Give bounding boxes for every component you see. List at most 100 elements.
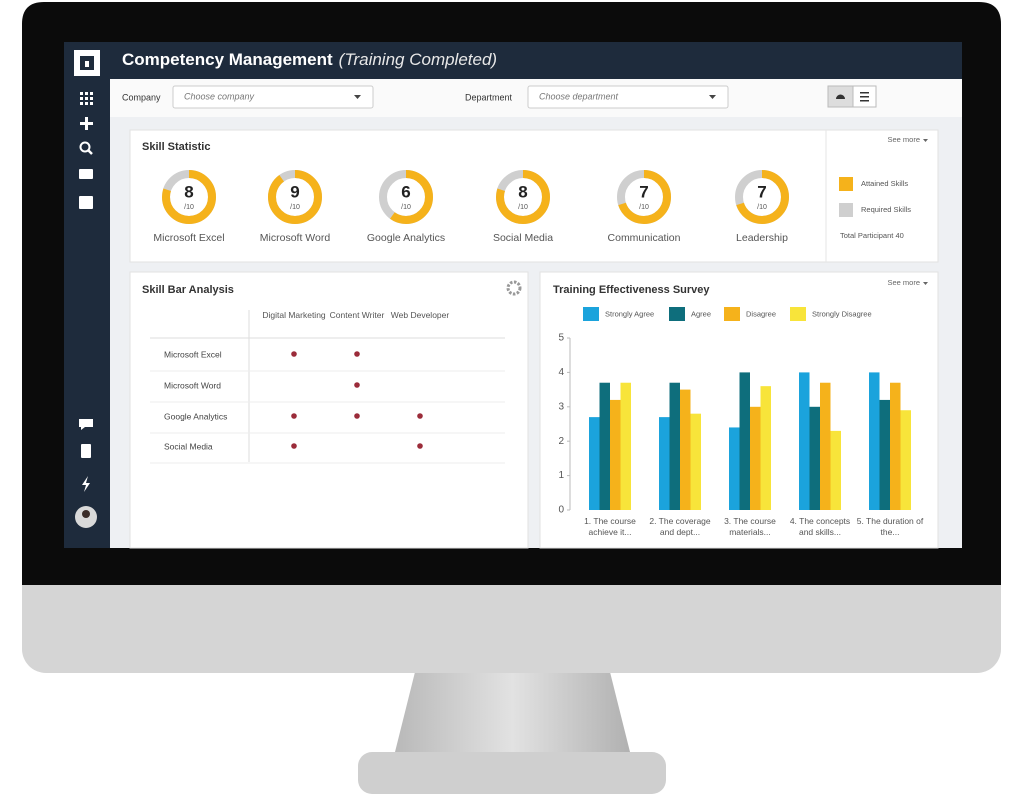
donut-arc [268,170,322,224]
column-header: Content Writer [329,310,385,320]
skill-statistic-card [129,129,939,263]
bar [680,389,691,510]
row-label: Microsoft Word [164,380,221,390]
skill-max: /10 [757,204,767,211]
legend-swatch [724,307,740,321]
legend-label: Agree [691,309,711,318]
bar [589,417,600,510]
card-title: Skill Statistic [142,141,210,153]
legend-label: Strongly Agree [605,309,654,318]
donut-arc [496,170,550,224]
bar [879,399,890,510]
x-tick-label: 5. The duration of the... [856,516,924,537]
bar [599,382,610,510]
logo-dot [85,61,89,67]
skill-score: 8 [184,182,193,201]
skill-name: Social Media [493,232,553,244]
skill-max: /10 [518,204,528,211]
skill-max: /10 [184,204,194,211]
x-tick-label-box: 3. The course materials... [724,516,776,537]
bar [610,399,621,510]
total-participant: Total Participant 40 [840,231,904,240]
company-select[interactable] [172,85,374,109]
bar [739,372,750,510]
x-tick-label-box: 4. The concepts and skills... [789,516,851,537]
donut-arc [617,170,671,224]
mail-icon[interactable] [79,169,93,179]
bar [729,427,740,510]
y-tick-label: 0 [558,505,564,516]
skill-score: 8 [518,182,527,201]
x-tick-label-box: 2. The coverage and dept... [649,516,710,537]
skill-dot [354,413,360,419]
bar [799,372,810,510]
header-title: Competency Management [122,50,333,69]
legend-swatch [790,307,806,321]
legend-swatch [583,307,599,321]
skill-max: /10 [639,204,649,211]
see-more[interactable]: See more [887,135,920,144]
x-tick-label: 3. The course materials... [724,516,776,537]
bar [900,410,911,510]
chat-icon[interactable] [79,419,93,430]
bar [890,382,901,510]
bar [750,406,761,510]
bar [820,382,831,510]
list-icon [860,92,869,102]
calendar-icon[interactable] [79,196,93,209]
skill-dot [291,443,297,449]
skill-max: /10 [401,204,411,211]
see-more[interactable]: See more [887,278,920,287]
bar [659,417,670,510]
card-title: Skill Bar Analysis [142,284,234,296]
skill-dot [354,382,360,388]
column-header: Web Developer [390,310,450,320]
settings-icon[interactable] [506,280,522,296]
skill-dot [417,413,423,419]
donut-arc [379,170,433,224]
see-more-arrow [923,282,928,285]
see-more-arrow [923,139,928,142]
column-header-box: Content Writer [329,310,385,320]
skill-name: Communication [608,232,681,244]
skill-dot [417,443,423,449]
row-label: Microsoft Excel [164,349,222,359]
skill-name: Google Analytics [367,232,445,244]
y-tick-label: 2 [558,436,564,447]
flash-icon[interactable] [82,476,90,492]
bar [690,413,701,510]
y-tick-label: 3 [558,401,564,412]
avatar-head [82,510,90,518]
x-tick-label-box: 1. The course achieve it... [584,516,636,537]
department-placeholder: Choose department [539,91,619,101]
card-title: Training Effectiveness Survey [553,284,710,296]
legend-label: Attained Skills [861,179,908,188]
document-icon[interactable] [81,444,91,458]
skill-name: Microsoft Word [260,232,331,244]
skill-name: Microsoft Excel [153,232,224,244]
department-select[interactable] [527,85,729,109]
y-tick-label: 5 [558,333,564,344]
column-header: Digital Marketing [262,310,326,320]
dropdown-arrow [354,95,361,99]
apps-icon[interactable] [80,92,93,105]
x-tick-label: 4. The concepts and skills... [789,516,851,537]
header-subtitle: (Training Completed) [339,50,497,69]
donut-arc [162,170,216,224]
bar [760,386,771,510]
legend-label: Disagree [746,309,776,318]
bar [830,430,841,510]
skill-name: Leadership [736,232,788,244]
column-header-box: Web Developer [390,310,450,320]
skill-dot [354,351,360,357]
legend-swatch [669,307,685,321]
legend-swatch [839,203,853,217]
dropdown-arrow [709,95,716,99]
legend-swatch [839,177,853,191]
stand [393,672,632,760]
search-icon[interactable] [79,141,93,155]
donut-arc [735,170,789,224]
company-label: Company [122,92,161,102]
add-icon[interactable] [80,117,93,130]
